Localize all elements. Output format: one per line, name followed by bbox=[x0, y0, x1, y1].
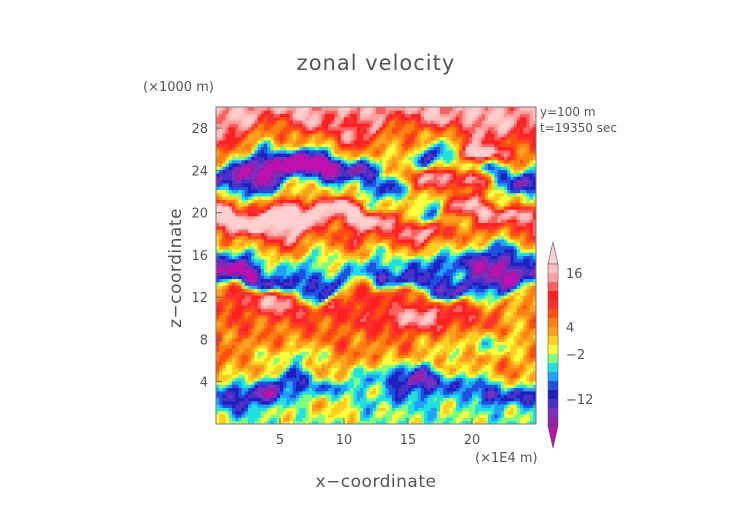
x-axis-label: x−coordinate bbox=[316, 472, 437, 492]
colorbar-swatch bbox=[548, 327, 558, 337]
y-tick-label: 12 bbox=[191, 291, 208, 306]
y-tick-label: 8 bbox=[200, 333, 208, 348]
chart-title: zonal velocity bbox=[297, 51, 456, 75]
colorbar-swatch bbox=[548, 381, 558, 391]
colorbar-frame bbox=[547, 263, 559, 427]
colorbar-swatch bbox=[548, 300, 558, 310]
y-axis-label: z−coordinate bbox=[166, 208, 186, 328]
x-tick-label: 20 bbox=[464, 433, 481, 448]
colorbar-swatch bbox=[548, 291, 558, 301]
y-tick-label: 16 bbox=[191, 249, 208, 264]
x-tick-label: 10 bbox=[336, 433, 353, 448]
x-tick-label: 5 bbox=[276, 433, 284, 448]
y-tick-label: 24 bbox=[191, 164, 208, 179]
colorbar-min-arrow bbox=[547, 425, 559, 449]
x-unit-label: (×1E4 m) bbox=[475, 451, 538, 466]
colorbar-swatch bbox=[548, 399, 558, 409]
colorbar-swatch bbox=[548, 273, 558, 283]
colorbar-label: 4 bbox=[566, 321, 574, 336]
colorbar-swatch bbox=[548, 390, 558, 400]
colorbar-max-arrow bbox=[547, 241, 559, 265]
y-tick-label: 20 bbox=[191, 207, 208, 222]
colorbar-labels: 16 4 −2 −12 bbox=[566, 267, 593, 408]
colorbar bbox=[547, 241, 559, 449]
colorbar-swatch bbox=[548, 354, 558, 364]
heatmap-field bbox=[216, 107, 536, 424]
annotation-y-level: y=100 m bbox=[540, 105, 596, 119]
colorbar-swatch bbox=[548, 318, 558, 328]
colorbar-swatch bbox=[548, 264, 558, 274]
colorbar-swatch bbox=[548, 408, 558, 418]
plot-frame bbox=[215, 106, 537, 425]
colorbar-label: −12 bbox=[566, 393, 593, 408]
colorbar-swatch bbox=[548, 336, 558, 346]
annotation-time: t=19350 sec bbox=[540, 121, 617, 135]
y-unit-label: (×1000 m) bbox=[143, 80, 214, 95]
y-tick-label: 28 bbox=[191, 122, 208, 137]
y-axis: 4 8 12 16 20 24 28 bbox=[191, 122, 222, 391]
colorbar-swatch bbox=[548, 372, 558, 382]
colorbar-swatch bbox=[548, 417, 558, 427]
x-tick-label: 15 bbox=[400, 433, 417, 448]
colorbar-label: −2 bbox=[566, 348, 585, 363]
x-axis: 5 10 15 20 bbox=[276, 418, 480, 448]
y-tick-label: 4 bbox=[200, 376, 208, 391]
colorbar-swatch bbox=[548, 282, 558, 292]
colorbar-swatch bbox=[548, 345, 558, 355]
colorbar-swatch bbox=[548, 309, 558, 319]
colorbar-label: 16 bbox=[566, 267, 583, 282]
colorbar-swatch bbox=[548, 363, 558, 373]
